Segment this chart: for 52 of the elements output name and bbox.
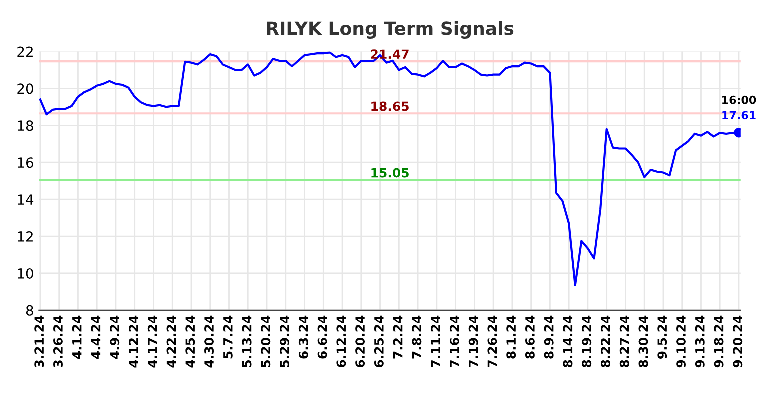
x-tick-label: 8.30.24 bbox=[638, 316, 648, 368]
x-tick-label: 3.21.24 bbox=[34, 316, 44, 368]
y-tick-label: 12 bbox=[18, 231, 33, 242]
x-tick-label: 8.22.24 bbox=[601, 316, 610, 368]
x-tick-label: 8.9.24 bbox=[544, 316, 554, 359]
x-tick-label: 4.9.24 bbox=[110, 316, 120, 360]
x-tick-label: 7.19.24 bbox=[468, 316, 478, 368]
ref-line-label: 18.65 bbox=[372, 102, 409, 112]
data-label: 17.61 bbox=[722, 111, 756, 120]
x-tick-label: 4.22.24 bbox=[166, 316, 176, 368]
ref-line-label: 15.05 bbox=[372, 168, 409, 178]
x-tick-label: 9.18.24 bbox=[714, 316, 724, 368]
x-tick-label: 3.26.24 bbox=[54, 316, 63, 368]
x-tick-label: 7.2.24 bbox=[393, 316, 403, 359]
x-tick-label: 4.12.24 bbox=[129, 316, 138, 368]
x-tick-label: 5.7.24 bbox=[223, 316, 233, 359]
x-tick-label: 4.30.24 bbox=[204, 316, 214, 368]
y-tick-label: 14 bbox=[18, 194, 34, 205]
y-tick-label: 22 bbox=[18, 46, 33, 58]
y-tick-label: 16 bbox=[18, 158, 34, 168]
x-tick-label: 8.6.24 bbox=[525, 316, 535, 359]
x-tick-label: 7.26.24 bbox=[488, 316, 498, 368]
x-tick-label: 6.6.24 bbox=[318, 316, 328, 359]
annotation: 16:00 bbox=[722, 96, 756, 104]
x-tick-label: 4.25.24 bbox=[186, 316, 196, 368]
x-tick-label: 6.25.24 bbox=[374, 316, 384, 368]
x-tick-label: 9.13.24 bbox=[695, 316, 705, 368]
y-tick-label: 8 bbox=[26, 305, 34, 316]
x-tick-label: 5.29.24 bbox=[280, 316, 290, 368]
x-tick-label: 7.8.24 bbox=[412, 316, 422, 359]
ref-line-label: 21.47 bbox=[371, 50, 409, 59]
x-tick-label: 8.19.24 bbox=[582, 316, 592, 368]
x-tick-label: 9.5.24 bbox=[658, 316, 668, 359]
x-tick-label: 8.1.24 bbox=[506, 316, 516, 359]
x-tick-label: 4.4.24 bbox=[91, 316, 101, 360]
x-tick-label: 7.11.24 bbox=[431, 316, 440, 368]
x-tick-label: 9.10.24 bbox=[676, 316, 686, 368]
chart-title: RILYK Long Term Signals bbox=[267, 21, 514, 39]
x-tick-label: 6.20.24 bbox=[356, 316, 366, 368]
x-tick-label: 4.17.24 bbox=[148, 316, 158, 368]
x-tick-label: 5.20.24 bbox=[261, 316, 271, 368]
x-tick-label: 6.3.24 bbox=[298, 316, 308, 359]
x-tick-label: 9.20.24 bbox=[733, 316, 743, 368]
x-tick-label: 5.13.24 bbox=[242, 316, 252, 368]
x-tick-label: 8.14.24 bbox=[563, 316, 573, 368]
y-tick-label: 10 bbox=[18, 268, 34, 279]
x-tick-label: 7.16.24 bbox=[450, 316, 460, 368]
y-tick-label: 18 bbox=[18, 120, 34, 132]
x-tick-label: 4.1.24 bbox=[72, 316, 82, 360]
x-tick-label: 8.27.24 bbox=[620, 316, 630, 368]
y-tick-label: 20 bbox=[18, 84, 34, 94]
x-tick-label: 6.12.24 bbox=[336, 316, 346, 368]
